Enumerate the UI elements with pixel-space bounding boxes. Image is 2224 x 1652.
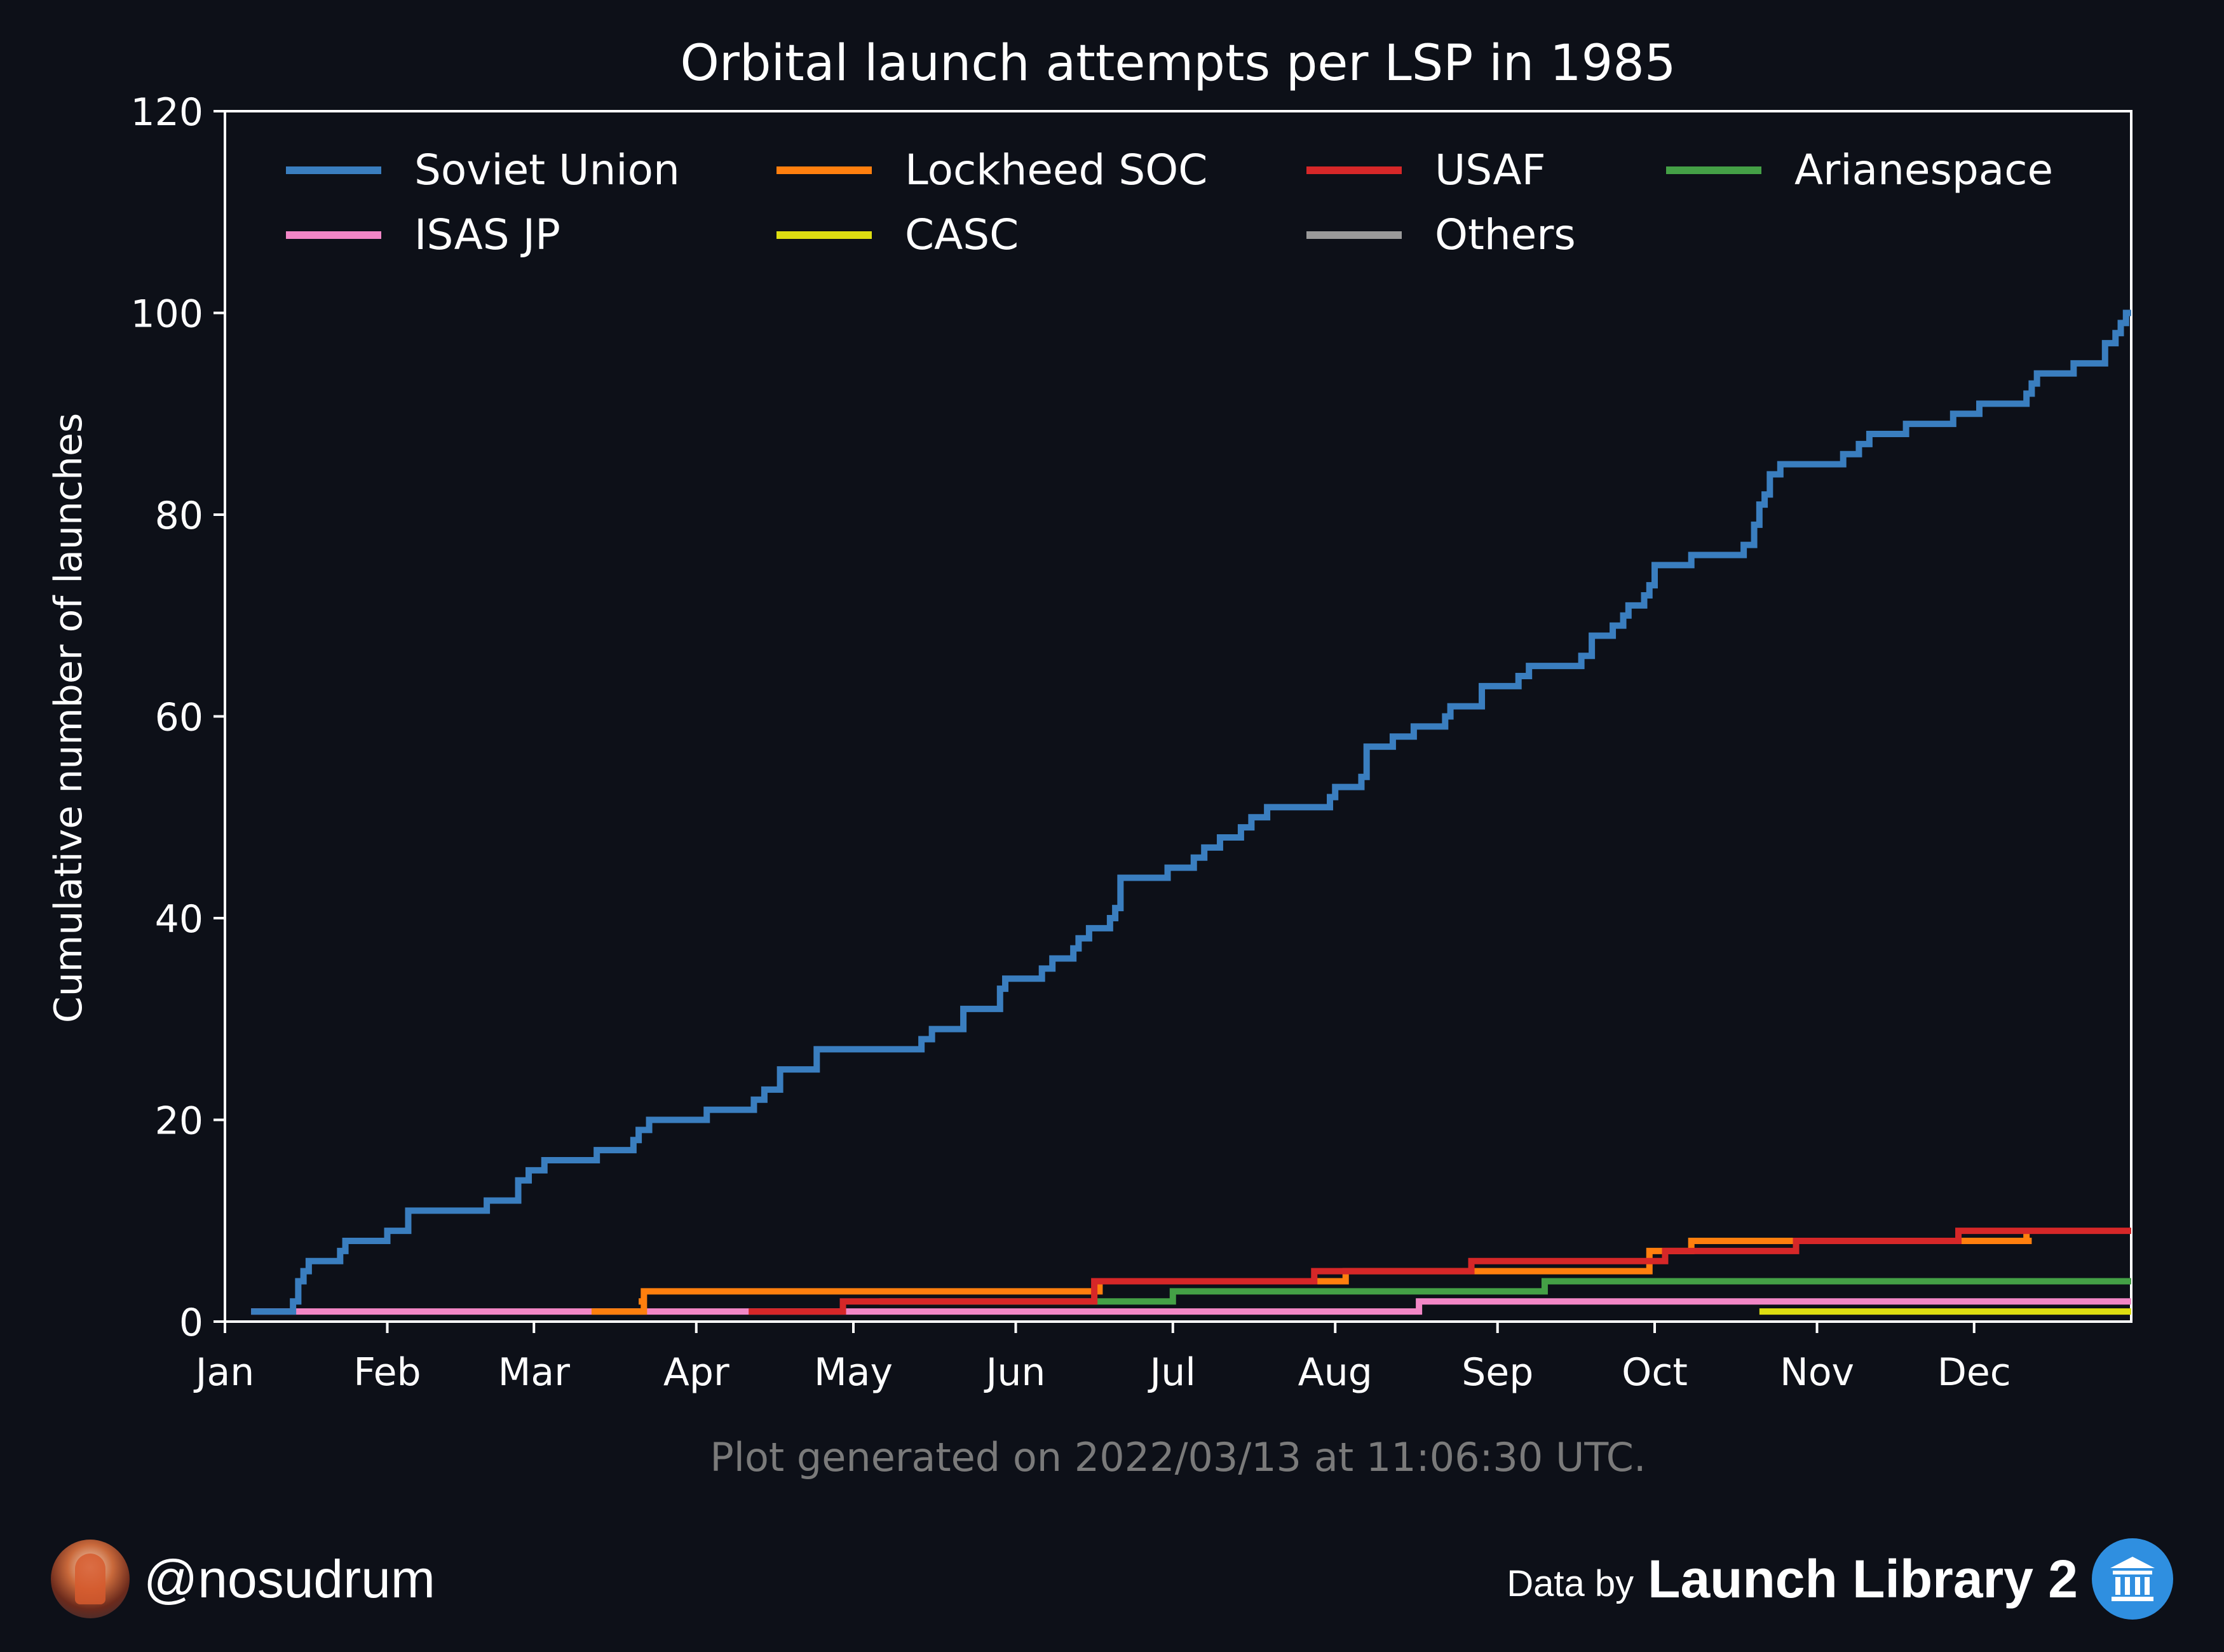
y-tick-label: 40: [155, 897, 203, 942]
chart-title: Orbital launch attempts per LSP in 1985: [681, 35, 1676, 92]
legend-label-usaf: USAF: [1435, 146, 1546, 194]
legend-label-isas-jp: ISAS JP: [414, 210, 560, 259]
y-axis-label: Cumulative number of launches: [46, 413, 91, 1023]
launch-library-brand[interactable]: Launch Library 2: [1648, 1548, 2078, 1609]
x-tick-label: Nov: [1780, 1350, 1854, 1395]
data-by-label: Data by: [1507, 1562, 1634, 1604]
y-tick-label: 80: [155, 494, 203, 538]
legend: Soviet Union Lockheed SOC USAF Arianespace I…: [286, 146, 2053, 259]
x-tick-label: Oct: [1622, 1350, 1688, 1395]
y-tick-label: 0: [179, 1301, 203, 1345]
x-tick-label: Dec: [1937, 1350, 2011, 1395]
series-line-usaf: [749, 1228, 2131, 1315]
y-tick-label: 20: [155, 1099, 203, 1144]
x-tick-label: Mar: [498, 1350, 571, 1395]
x-tick-label: May: [814, 1350, 893, 1395]
x-tick-label: Jan: [193, 1350, 255, 1395]
astronaut-avatar-icon: [51, 1540, 130, 1618]
museum-icon: [2092, 1538, 2173, 1620]
y-tick-label: 120: [130, 90, 203, 135]
legend-label-others: Others: [1435, 210, 1576, 259]
x-tick-label: Jul: [1148, 1350, 1196, 1395]
x-tick-label: Feb: [353, 1350, 421, 1395]
data-credit: Data by Launch Library 2: [1507, 1531, 2173, 1627]
x-tick-label: Sep: [1461, 1350, 1533, 1395]
y-tick-label: 100: [130, 292, 203, 337]
y-tick-label: 60: [155, 696, 203, 740]
legend-label-casc: CASC: [905, 210, 1019, 259]
series-line-soviet-union: [251, 309, 2131, 1315]
series-line-arianespace: [879, 1278, 2131, 1305]
x-tick-label: Jun: [984, 1350, 1046, 1395]
x-tick-label: Aug: [1298, 1350, 1373, 1395]
author-handle[interactable]: @nosudrum: [144, 1548, 435, 1609]
legend-label-soviet-union: Soviet Union: [414, 146, 680, 194]
legend-label-lockheed-soc: Lockheed SOC: [905, 146, 1207, 194]
plot-area: 0 20 40 60 80 100 120 Jan Feb Mar Apr May Jun Jul Aug S…: [130, 90, 2132, 1395]
x-tick-label: Apr: [663, 1350, 729, 1395]
plot-frame: [224, 110, 2132, 1323]
generated-note: Plot generated on 2022/03/13 at 11:06:30…: [710, 1434, 1646, 1480]
series-line-lockheed-soc: [591, 1231, 2032, 1315]
legend-label-arianespace: Arianespace: [1794, 146, 2053, 194]
author-credit: @nosudrum: [51, 1538, 435, 1620]
